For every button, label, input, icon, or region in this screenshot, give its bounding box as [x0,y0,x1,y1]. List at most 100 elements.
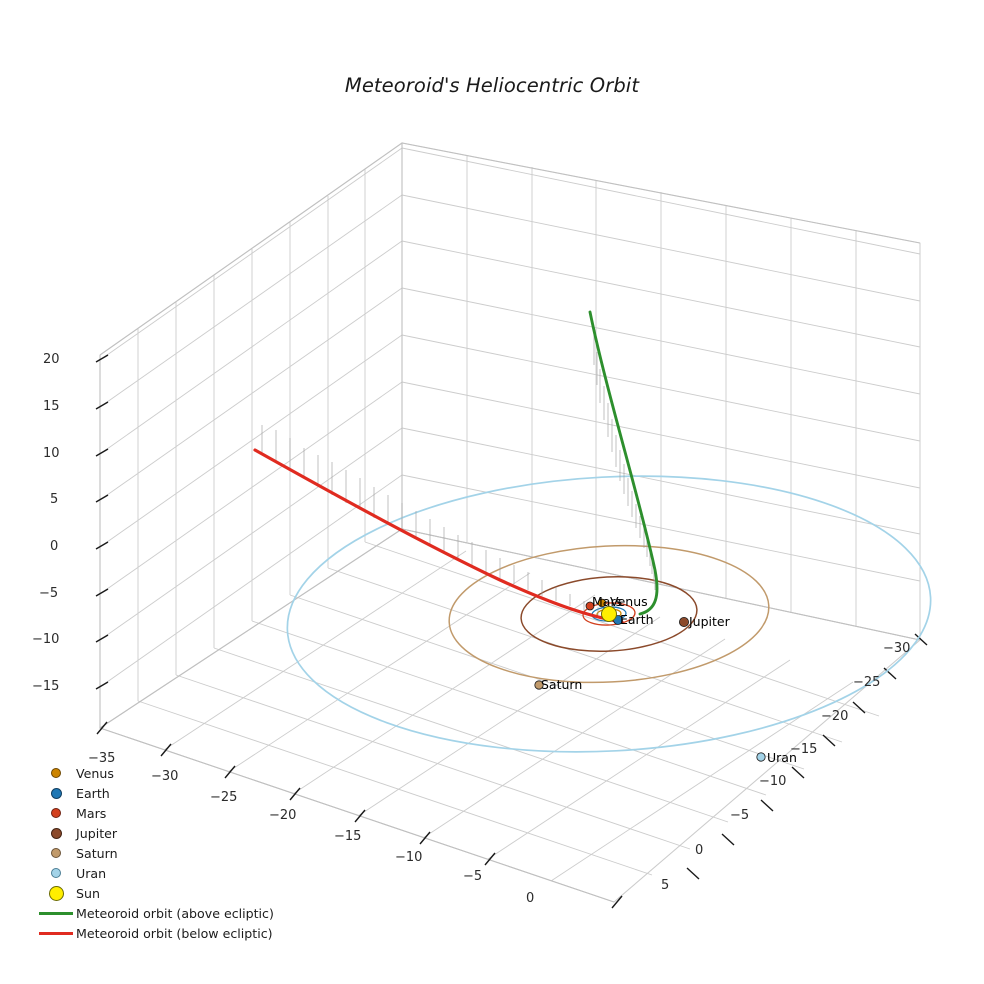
celestial-bodies [534,598,766,762]
body-mars [585,601,595,611]
y-tick-label-0: 0 [695,843,704,858]
x-tick-label-0: 0 [526,891,535,906]
annotation-earth: Earth [620,612,654,627]
annotation-uran: Uran [767,750,797,765]
axes3d-panes [98,142,922,903]
x-tick-m15 [354,809,366,823]
axis-ticks [95,354,928,909]
y-tick-label-m10: −10 [759,774,787,789]
y-tick-m25 [883,667,897,680]
x-tick-label-m20: −20 [269,808,297,823]
x-tick-label-m5: −5 [463,869,483,884]
z-tick-20 [95,354,109,363]
y-tick-label-m25: −25 [853,675,881,690]
x-tick-0 [611,895,623,909]
x-tick-m5 [484,852,496,866]
body-jupiter [679,617,690,628]
z-tick-label-5: 5 [50,492,59,507]
z-tick-label-10: 10 [43,446,60,461]
uran-dot-icon [36,868,76,878]
orbit-uran [286,475,932,753]
legend-item-sun[interactable]: Sun [36,883,286,903]
z-tick-10 [95,448,109,457]
mars-dot-icon [36,808,76,818]
annotation-saturn: Saturn [541,677,583,692]
legend-label-below-ecliptic: Meteoroid orbit (below ecliptic) [76,925,273,941]
y-tick-m20 [852,701,866,714]
y-tick-label-m20: −20 [821,709,849,724]
legend-label-above-ecliptic: Meteoroid orbit (above ecliptic) [76,905,274,921]
left-wall-grid-horizontal [99,147,403,688]
meteoroid-orbit-above-ecliptic [588,310,659,616]
z-tick-0 [95,541,109,550]
earth-dot-icon [36,787,76,799]
legend-item-mars[interactable]: Mars [36,803,286,823]
z-tick-label-0: 0 [50,539,59,554]
legend-label-jupiter: Jupiter [76,825,118,841]
legend-item-earth[interactable]: Earth [36,783,286,803]
body-uran [756,752,766,762]
y-tick-m10 [791,766,805,779]
body-saturn [534,680,544,690]
legend-item-above-ecliptic[interactable]: Meteoroid orbit (above ecliptic) [36,903,286,923]
page-title: Meteoroid's Heliocentric Orbit [344,74,640,97]
y-tick-0 [721,833,735,846]
orbit-saturn [448,544,770,684]
y-tick-label-m5: −5 [730,808,750,823]
legend: Venus Earth Mars Jupiter Saturn [36,763,286,943]
legend-label-uran: Uran [76,865,107,881]
z-tick-5 [95,494,109,503]
venus-dot-icon [36,768,76,778]
annotation-jupiter: Jupiter [689,614,730,629]
x-tick-m30 [160,743,172,757]
legend-label-venus: Venus [76,765,114,781]
y-tick-m15 [822,734,836,747]
z-tick-label-20: 20 [43,352,60,367]
z-tick-15 [95,401,109,410]
x-tick-m25 [224,765,236,779]
y-tick-m5 [760,799,774,812]
red-drop-lines [261,425,613,619]
x-tick-m10 [419,831,431,845]
z-tick-label-m10: −10 [32,632,60,647]
x-tick-label-m10: −10 [395,850,423,865]
orbit-jupiter [520,576,698,652]
legend-label-mars: Mars [76,805,107,821]
legend-item-saturn[interactable]: Saturn [36,843,286,863]
saturn-dot-icon [36,848,76,858]
x-tick-label-m25: −25 [210,790,238,805]
meteoroid-orbit-below-ecliptic [253,448,624,624]
legend-item-jupiter[interactable]: Jupiter [36,823,286,843]
x-tick-label-m35: −35 [88,751,116,766]
body-sun [601,606,617,622]
legend-label-saturn: Saturn [76,845,118,861]
x-tick-label-m30: −30 [151,769,179,784]
legend-item-uran[interactable]: Uran [36,863,286,883]
legend-label-earth: Earth [76,785,110,801]
z-tick-m15 [95,681,109,690]
annotation-venus: Venus [610,594,648,609]
bottom-grid-y [99,528,921,903]
z-tick-label-m5: −5 [39,586,59,601]
z-tick-label-15: 15 [43,399,60,414]
legend-item-venus[interactable]: Venus [36,763,286,783]
red-line-icon [36,931,76,935]
y-tick-label-5: 5 [661,878,670,893]
body-venus [597,598,607,608]
jupiter-dot-icon [36,827,76,839]
x-tick-label-m15: −15 [334,829,362,844]
annotation-mars: Mars [592,594,623,609]
orbit-mars [582,602,636,626]
x-tick-m35 [96,721,108,735]
green-line-icon [36,911,76,915]
y-tick-label-m15: −15 [790,742,818,757]
z-tick-m5 [95,588,109,597]
y-tick-5 [686,867,700,880]
legend-label-sun: Sun [76,885,100,901]
z-tick-m10 [95,634,109,643]
z-tick-label-m15: −15 [32,679,60,694]
y-tick-label-m30: −30 [883,641,911,656]
legend-item-below-ecliptic[interactable]: Meteoroid orbit (below ecliptic) [36,923,286,943]
